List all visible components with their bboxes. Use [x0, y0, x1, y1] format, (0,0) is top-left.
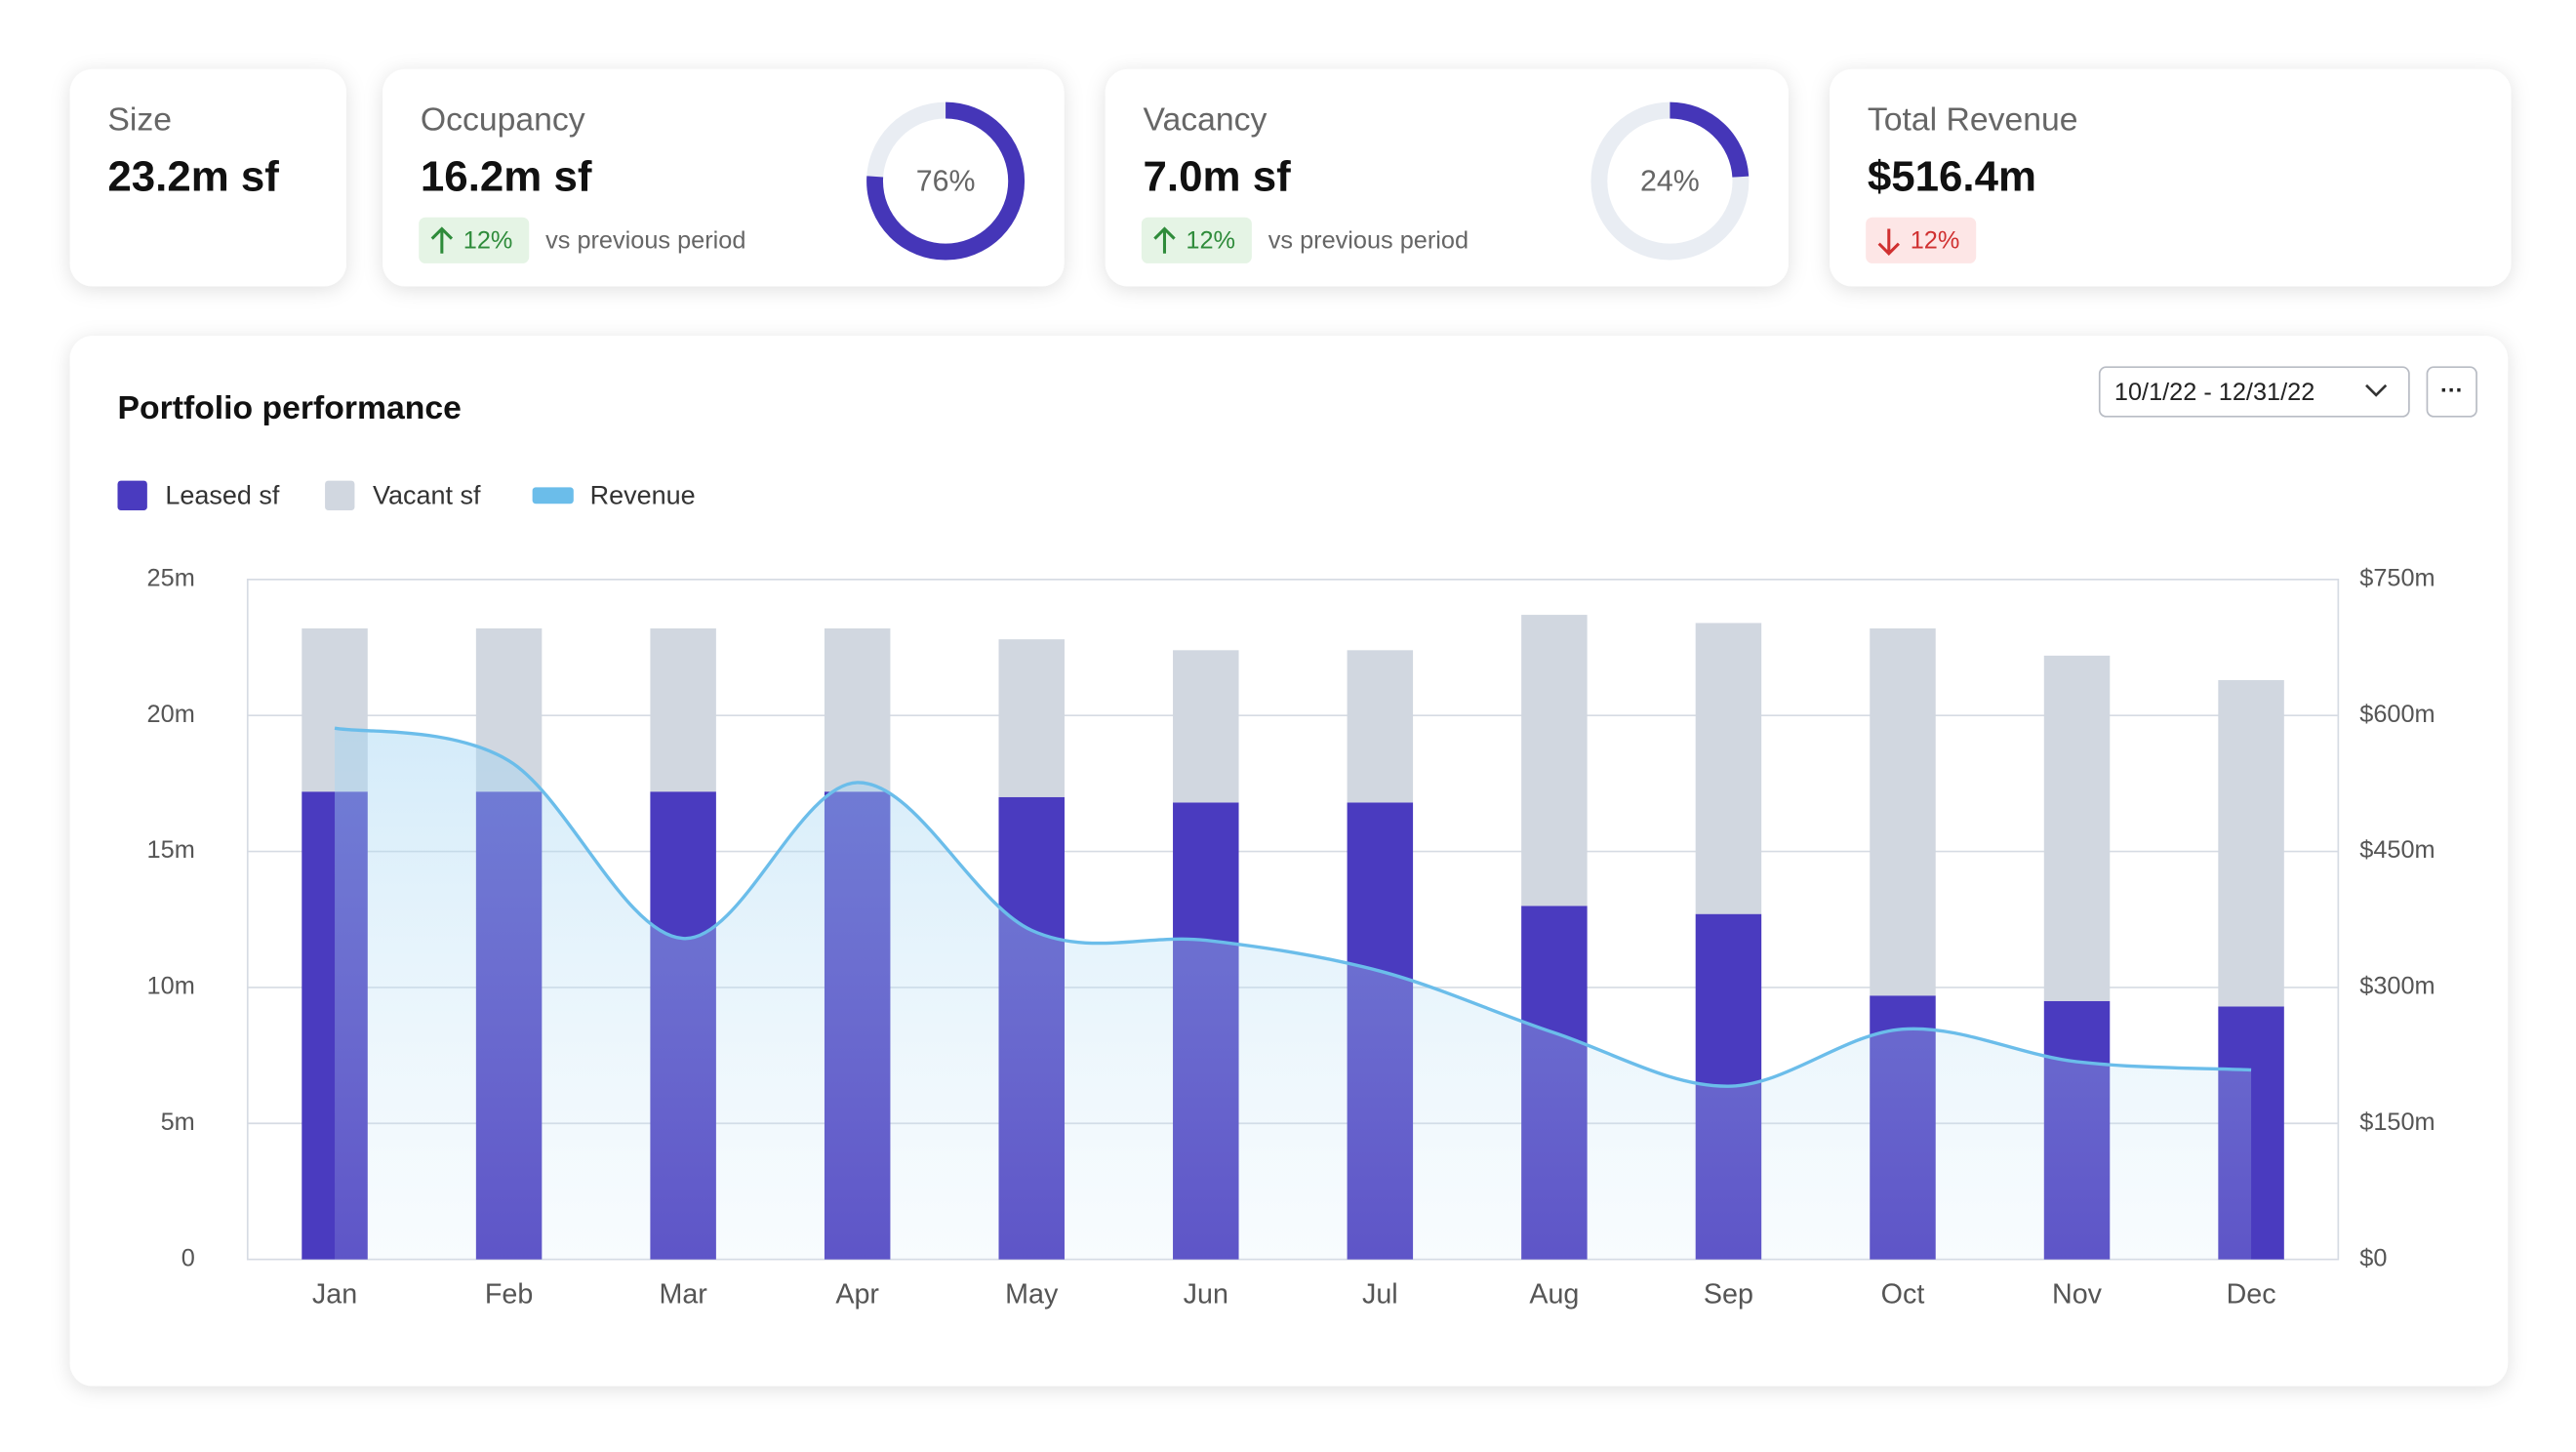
menu-icon[interactable]: ··· — [2440, 379, 2464, 404]
kpi-label: Total Revenue — [1868, 101, 2078, 139]
bar-segment — [1173, 650, 1239, 803]
kpi-value: 16.2m sf — [421, 152, 592, 200]
y2-tick-label: $600m — [2359, 701, 2435, 728]
chart: Leased sf Vacant sf Revenue 0 5m 10m 15m 20m 25m… — [117, 480, 2435, 1310]
change-badge — [419, 217, 530, 263]
legend-swatch — [117, 480, 147, 510]
trend-arrow — [1153, 226, 1176, 254]
bar-segment — [650, 628, 716, 792]
x-tick-label: May — [1005, 1278, 1059, 1310]
chart-title: Portfolio performance — [117, 389, 461, 426]
y-tick-label: 20m — [147, 701, 195, 728]
kpi-value: 23.2m sf — [107, 152, 279, 200]
date-range-picker[interactable]: 10/1/22 - 12/31/22 — [2098, 366, 2410, 418]
legend-label: Vacant sf — [373, 481, 481, 510]
change-value: 12% — [463, 227, 513, 255]
kpi-value: $516.4m — [1868, 152, 2036, 200]
change-note: vs previous period — [1268, 227, 1469, 255]
x-tick-label: Jul — [1362, 1278, 1398, 1310]
y2-tick-label: $300m — [2359, 973, 2435, 1000]
y-tick-label: 25m — [147, 565, 195, 592]
plot-frame — [246, 579, 2340, 1261]
change-badge — [1141, 217, 1252, 263]
menu-button[interactable]: ··· — [2426, 366, 2477, 418]
y2-tick-label: $150m — [2359, 1109, 2435, 1136]
kpi-label: Vacancy — [1144, 101, 1268, 139]
x-tick-label: Oct — [1881, 1278, 1925, 1310]
bar-segment — [2218, 679, 2284, 1007]
bar-segment — [2043, 655, 2111, 1001]
trend-arrow — [430, 226, 454, 254]
donut-label: 24% — [1640, 165, 1700, 197]
legend-label: Revenue — [590, 481, 696, 510]
y-tick-label: 5m — [161, 1109, 195, 1136]
donut-arc — [866, 101, 1026, 261]
y-tick-label: 0 — [181, 1244, 195, 1271]
kpi-label: Size — [107, 101, 172, 139]
bar-segment — [1347, 650, 1414, 803]
bar-segment — [824, 628, 891, 792]
y-tick-label: 15m — [147, 836, 195, 864]
kpi-card — [1830, 68, 2512, 287]
bar-segment — [1521, 615, 1588, 907]
y-tick-label: 10m — [147, 973, 195, 1000]
kpi-value: 7.0m sf — [1144, 152, 1292, 200]
x-tick-label: Jun — [1184, 1278, 1228, 1310]
y2-tick-label: $750m — [2359, 565, 2435, 592]
legend-swatch — [325, 480, 355, 510]
y2-tick-label: $450m — [2359, 836, 2435, 864]
y2-tick-label: $0 — [2359, 1244, 2387, 1271]
x-tick-label: Aug — [1529, 1278, 1579, 1310]
change-note: vs previous period — [545, 227, 745, 255]
legend-label: Leased sf — [165, 481, 280, 510]
kpi-cards: Size 23.2m sf Occupancy 16.2m sf 12% vs previ… — [69, 68, 2512, 287]
x-tick-label: Feb — [485, 1278, 533, 1310]
kpi-label: Occupancy — [421, 101, 585, 139]
line — [334, 726, 2252, 1088]
date-range[interactable]: 10/1/22 - 12/31/22 — [2114, 379, 2314, 406]
chevron-icon — [2365, 383, 2388, 397]
kpi-card — [69, 68, 346, 287]
x-tick-label: Dec — [2227, 1278, 2276, 1310]
change-value: 12% — [1186, 227, 1235, 255]
trend-arrow — [1877, 228, 1900, 256]
legend-swatch — [532, 487, 574, 504]
area — [335, 728, 2252, 1260]
date-range-box[interactable] — [2098, 366, 2410, 418]
x-tick-label: Sep — [1704, 1278, 1753, 1310]
bar-segment — [1870, 628, 1936, 996]
bar-segment — [1695, 623, 1762, 914]
donut-label: 76% — [916, 165, 976, 197]
change-value: 12% — [1911, 227, 1960, 255]
x-tick-label: Jan — [312, 1278, 357, 1310]
donut-arc — [1590, 101, 1750, 261]
change-badge — [1866, 217, 1977, 263]
x-tick-label: Nov — [2052, 1278, 2103, 1310]
x-tick-label: Apr — [835, 1278, 879, 1310]
bar-segment — [998, 639, 1065, 797]
x-tick-label: Mar — [659, 1278, 707, 1310]
menu-box[interactable] — [2426, 366, 2477, 418]
